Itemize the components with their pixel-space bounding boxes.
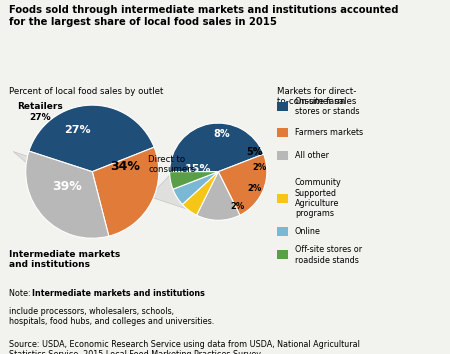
Text: Note:: Note: — [9, 289, 33, 297]
Wedge shape — [29, 105, 154, 172]
Text: 2%: 2% — [248, 184, 262, 193]
Text: Markets for direct-
to-consumer sales: Markets for direct- to-consumer sales — [277, 87, 356, 106]
Text: 2%: 2% — [252, 163, 267, 172]
Wedge shape — [92, 147, 159, 236]
Text: Foods sold through intermediate markets and institutions accounted
for the large: Foods sold through intermediate markets … — [9, 5, 399, 27]
Wedge shape — [218, 154, 267, 215]
Text: 15%: 15% — [184, 164, 211, 174]
Text: On-site farm
stores or stands: On-site farm stores or stands — [295, 97, 359, 116]
Wedge shape — [26, 151, 109, 238]
Text: Intermediate markets and institutions: Intermediate markets and institutions — [32, 289, 205, 297]
Text: All other: All other — [295, 151, 329, 160]
Text: Percent of local food sales by outlet: Percent of local food sales by outlet — [9, 87, 163, 96]
Text: Source: USDA, Economic Research Service using data from USDA, National Agricultu: Source: USDA, Economic Research Service … — [9, 340, 360, 354]
Text: Online: Online — [295, 227, 320, 236]
Text: 27%: 27% — [64, 125, 91, 136]
Wedge shape — [170, 172, 218, 189]
Text: 39%: 39% — [52, 180, 82, 193]
Text: 5%: 5% — [247, 147, 263, 157]
Text: include processors, wholesalers, schools,
hospitals, food hubs, and colleges and: include processors, wholesalers, schools… — [9, 307, 214, 326]
Wedge shape — [182, 172, 218, 215]
Text: Retailers
27%: Retailers 27% — [18, 102, 63, 122]
Wedge shape — [173, 172, 218, 204]
Text: 2%: 2% — [230, 202, 245, 211]
Text: Off-site stores or
roadside stands: Off-site stores or roadside stands — [295, 245, 362, 264]
Text: 8%: 8% — [214, 129, 230, 139]
Text: Intermediate markets
and institutions: Intermediate markets and institutions — [9, 250, 120, 269]
Text: Community
Supported
Agriculture
programs: Community Supported Agriculture programs — [295, 178, 342, 218]
Wedge shape — [170, 123, 264, 172]
Text: Direct to
consumers: Direct to consumers — [148, 155, 196, 174]
Wedge shape — [197, 172, 240, 220]
Text: Farmers markets: Farmers markets — [295, 128, 363, 137]
Text: 34%: 34% — [111, 160, 140, 173]
